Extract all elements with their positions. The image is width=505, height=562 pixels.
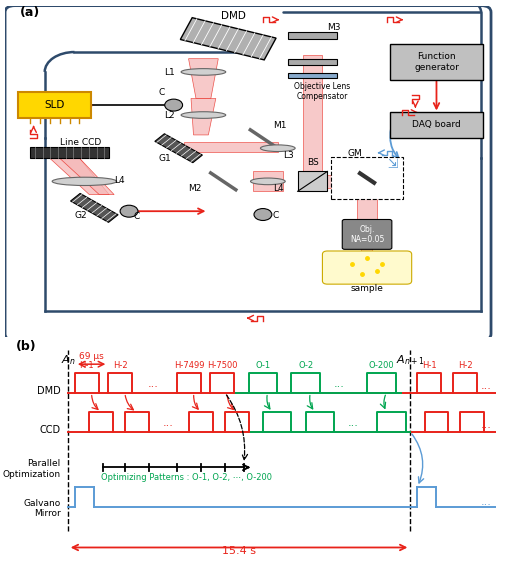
Polygon shape	[252, 171, 282, 191]
Text: (b): (b)	[16, 340, 36, 353]
FancyBboxPatch shape	[30, 147, 109, 158]
Text: DAQ board: DAQ board	[411, 120, 460, 129]
Text: Optimizing Patterns : O-1, O-2, ⋯, O-200: Optimizing Patterns : O-1, O-2, ⋯, O-200	[101, 473, 272, 482]
FancyBboxPatch shape	[330, 157, 402, 199]
Text: C: C	[159, 88, 165, 97]
Ellipse shape	[260, 145, 294, 152]
Text: L4: L4	[272, 184, 283, 193]
Text: ...: ...	[480, 381, 491, 391]
Text: C: C	[134, 212, 140, 221]
FancyBboxPatch shape	[322, 251, 411, 284]
Polygon shape	[357, 198, 376, 248]
Polygon shape	[322, 175, 396, 188]
Ellipse shape	[250, 178, 285, 185]
Ellipse shape	[181, 69, 225, 75]
Text: GM: GM	[346, 149, 361, 158]
Text: M3: M3	[327, 24, 340, 33]
Text: L1: L1	[164, 68, 174, 77]
Text: CCD: CCD	[39, 425, 61, 435]
Circle shape	[165, 99, 182, 111]
Text: BS: BS	[306, 158, 318, 167]
Text: ...: ...	[347, 419, 358, 428]
Text: SLD: SLD	[44, 100, 65, 110]
Polygon shape	[49, 158, 109, 194]
Text: Obj.
NA=0.05: Obj. NA=0.05	[349, 225, 383, 244]
FancyBboxPatch shape	[389, 44, 482, 80]
Text: G2: G2	[74, 211, 87, 220]
Text: $A_{n+1}$: $A_{n+1}$	[395, 353, 424, 368]
Polygon shape	[191, 98, 215, 135]
Text: H-1: H-1	[79, 361, 94, 370]
Text: sample: sample	[350, 284, 383, 293]
Text: H-2: H-2	[457, 361, 471, 370]
FancyBboxPatch shape	[287, 72, 337, 78]
Polygon shape	[302, 56, 322, 175]
Text: $A_n$: $A_n$	[61, 353, 75, 368]
Polygon shape	[188, 58, 218, 98]
Text: (a): (a)	[20, 6, 40, 19]
FancyBboxPatch shape	[341, 220, 391, 250]
Text: M2: M2	[188, 184, 201, 193]
Text: Line CCD: Line CCD	[60, 138, 100, 147]
Text: H-7499: H-7499	[174, 361, 204, 370]
Text: DMD: DMD	[37, 386, 61, 396]
Text: L4: L4	[114, 176, 125, 185]
Polygon shape	[357, 248, 376, 271]
Circle shape	[254, 209, 271, 220]
Text: H-1: H-1	[421, 361, 436, 370]
Text: ...: ...	[333, 379, 344, 389]
Text: L2: L2	[164, 111, 174, 120]
Text: H-7500: H-7500	[207, 361, 237, 370]
Polygon shape	[183, 142, 277, 152]
FancyBboxPatch shape	[70, 193, 118, 223]
FancyBboxPatch shape	[297, 171, 327, 191]
Circle shape	[120, 205, 138, 217]
FancyBboxPatch shape	[5, 6, 490, 341]
Text: ...: ...	[480, 497, 491, 507]
Text: Parallel
Optimization: Parallel Optimization	[3, 460, 61, 479]
Text: 15.4 s: 15.4 s	[222, 546, 256, 556]
FancyBboxPatch shape	[389, 112, 482, 138]
Text: O-2: O-2	[297, 361, 313, 370]
Ellipse shape	[181, 112, 225, 119]
Text: ...: ...	[162, 419, 173, 428]
Text: DMD: DMD	[220, 11, 245, 21]
Text: O-1: O-1	[255, 361, 270, 370]
Text: H-2: H-2	[113, 361, 127, 370]
Text: O-200: O-200	[368, 361, 394, 370]
Text: G1: G1	[159, 155, 171, 164]
Text: ⇲: ⇲	[386, 158, 396, 171]
Polygon shape	[60, 158, 114, 194]
FancyBboxPatch shape	[287, 32, 337, 39]
Text: C: C	[272, 211, 279, 220]
Ellipse shape	[52, 177, 116, 185]
Text: Function
generator: Function generator	[413, 52, 458, 72]
Text: Galvano
Mirror: Galvano Mirror	[23, 498, 61, 518]
FancyBboxPatch shape	[180, 17, 276, 60]
FancyBboxPatch shape	[18, 93, 91, 117]
Text: M1: M1	[272, 121, 286, 130]
Text: ...: ...	[480, 420, 491, 430]
Text: Objective Lens
Compensator: Objective Lens Compensator	[294, 82, 350, 101]
FancyBboxPatch shape	[287, 58, 337, 65]
Text: 69 μs: 69 μs	[79, 352, 104, 361]
FancyBboxPatch shape	[155, 134, 202, 162]
Text: L3: L3	[282, 151, 293, 160]
Text: ...: ...	[147, 379, 159, 389]
